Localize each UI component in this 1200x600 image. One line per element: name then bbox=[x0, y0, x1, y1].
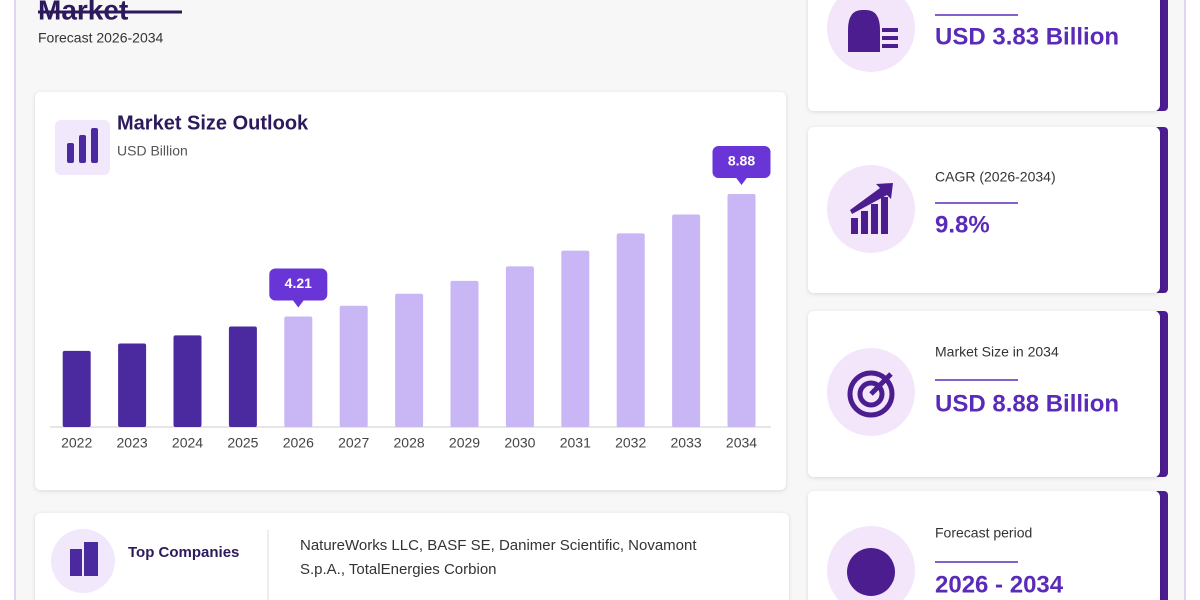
bar bbox=[672, 214, 701, 427]
callout-pointer bbox=[292, 299, 305, 308]
bar bbox=[505, 266, 534, 427]
bar bbox=[616, 233, 645, 427]
companies-card: Top Companies NatureWorks LLC, BASF SE, … bbox=[35, 513, 789, 600]
x-tick-label: 2033 bbox=[671, 435, 702, 451]
stat-card: CAGR (2026-2034) 9.8% bbox=[808, 127, 1168, 293]
growth-icon bbox=[850, 183, 893, 234]
stat-card: Market Size in 2034 USD 8.88 Billion bbox=[808, 311, 1168, 477]
stat-card: USD 3.83 Billion bbox=[808, 0, 1168, 111]
x-tick-label: 2032 bbox=[615, 435, 646, 451]
stat-value: USD 3.83 Billion bbox=[935, 23, 1119, 50]
bar bbox=[339, 305, 368, 427]
callout: 4.21 bbox=[269, 268, 328, 308]
value-label: 8.88 bbox=[728, 153, 755, 169]
x-tick-label: 2030 bbox=[504, 435, 535, 451]
companies-line: S.p.A., TotalEnergies Corbion bbox=[300, 561, 497, 578]
money-icon bbox=[848, 10, 898, 52]
x-tick-label: 2024 bbox=[172, 435, 203, 451]
stat-value: 2026 - 2034 bbox=[935, 571, 1064, 598]
stat-card: Forecast period 2026 - 2034 bbox=[808, 491, 1168, 600]
x-tick-label: 2028 bbox=[394, 435, 425, 451]
stat-label: CAGR (2026-2034) bbox=[935, 169, 1056, 185]
callout-box bbox=[712, 146, 771, 178]
card-bg bbox=[808, 311, 1160, 477]
x-tick-label: 2026 bbox=[283, 435, 314, 451]
card-bg bbox=[35, 513, 789, 600]
bar bbox=[450, 280, 479, 427]
bar bbox=[173, 335, 202, 427]
value-label: 4.21 bbox=[285, 275, 312, 291]
companies-line: NatureWorks LLC, BASF SE, Danimer Scient… bbox=[300, 537, 697, 554]
bar bbox=[284, 316, 313, 427]
x-tick-label: 2027 bbox=[338, 435, 369, 451]
x-tick-label: 2025 bbox=[227, 435, 258, 451]
callout: 8.88 bbox=[712, 146, 771, 185]
stat-label: Market Size in 2034 bbox=[935, 344, 1059, 360]
card-bg bbox=[808, 127, 1160, 293]
x-tick-label: 2029 bbox=[449, 435, 480, 451]
x-tick-label: 2034 bbox=[726, 435, 757, 451]
chart-card: Market Size Outlook USD Billion 2022 2023… bbox=[35, 92, 786, 490]
company-icon bbox=[70, 542, 98, 576]
stat-value: 9.8% bbox=[935, 211, 990, 238]
companies-label: Top Companies bbox=[128, 544, 239, 561]
target-icon bbox=[847, 370, 895, 418]
stat-value: USD 8.88 Billion bbox=[935, 390, 1119, 417]
chart-title: Market Size Outlook bbox=[117, 112, 309, 134]
bar bbox=[62, 350, 91, 427]
globe-icon bbox=[847, 548, 895, 596]
card-bg bbox=[35, 92, 786, 490]
chart-icon bbox=[67, 128, 98, 163]
x-tick-label: 2023 bbox=[117, 435, 148, 451]
callout-box bbox=[269, 268, 328, 301]
stat-label: Forecast period bbox=[935, 525, 1032, 541]
company-icon-bg bbox=[51, 529, 115, 593]
page-subtitle: Forecast 2026-2034 bbox=[38, 30, 164, 46]
bar bbox=[228, 326, 257, 427]
x-tick-label: 2022 bbox=[61, 435, 92, 451]
bar bbox=[395, 293, 424, 427]
bar bbox=[727, 194, 756, 427]
callout-pointer bbox=[735, 177, 748, 185]
bar bbox=[561, 250, 590, 427]
x-tick-label: 2031 bbox=[560, 435, 591, 451]
bar bbox=[118, 343, 147, 427]
chart-subtitle: USD Billion bbox=[117, 143, 188, 159]
